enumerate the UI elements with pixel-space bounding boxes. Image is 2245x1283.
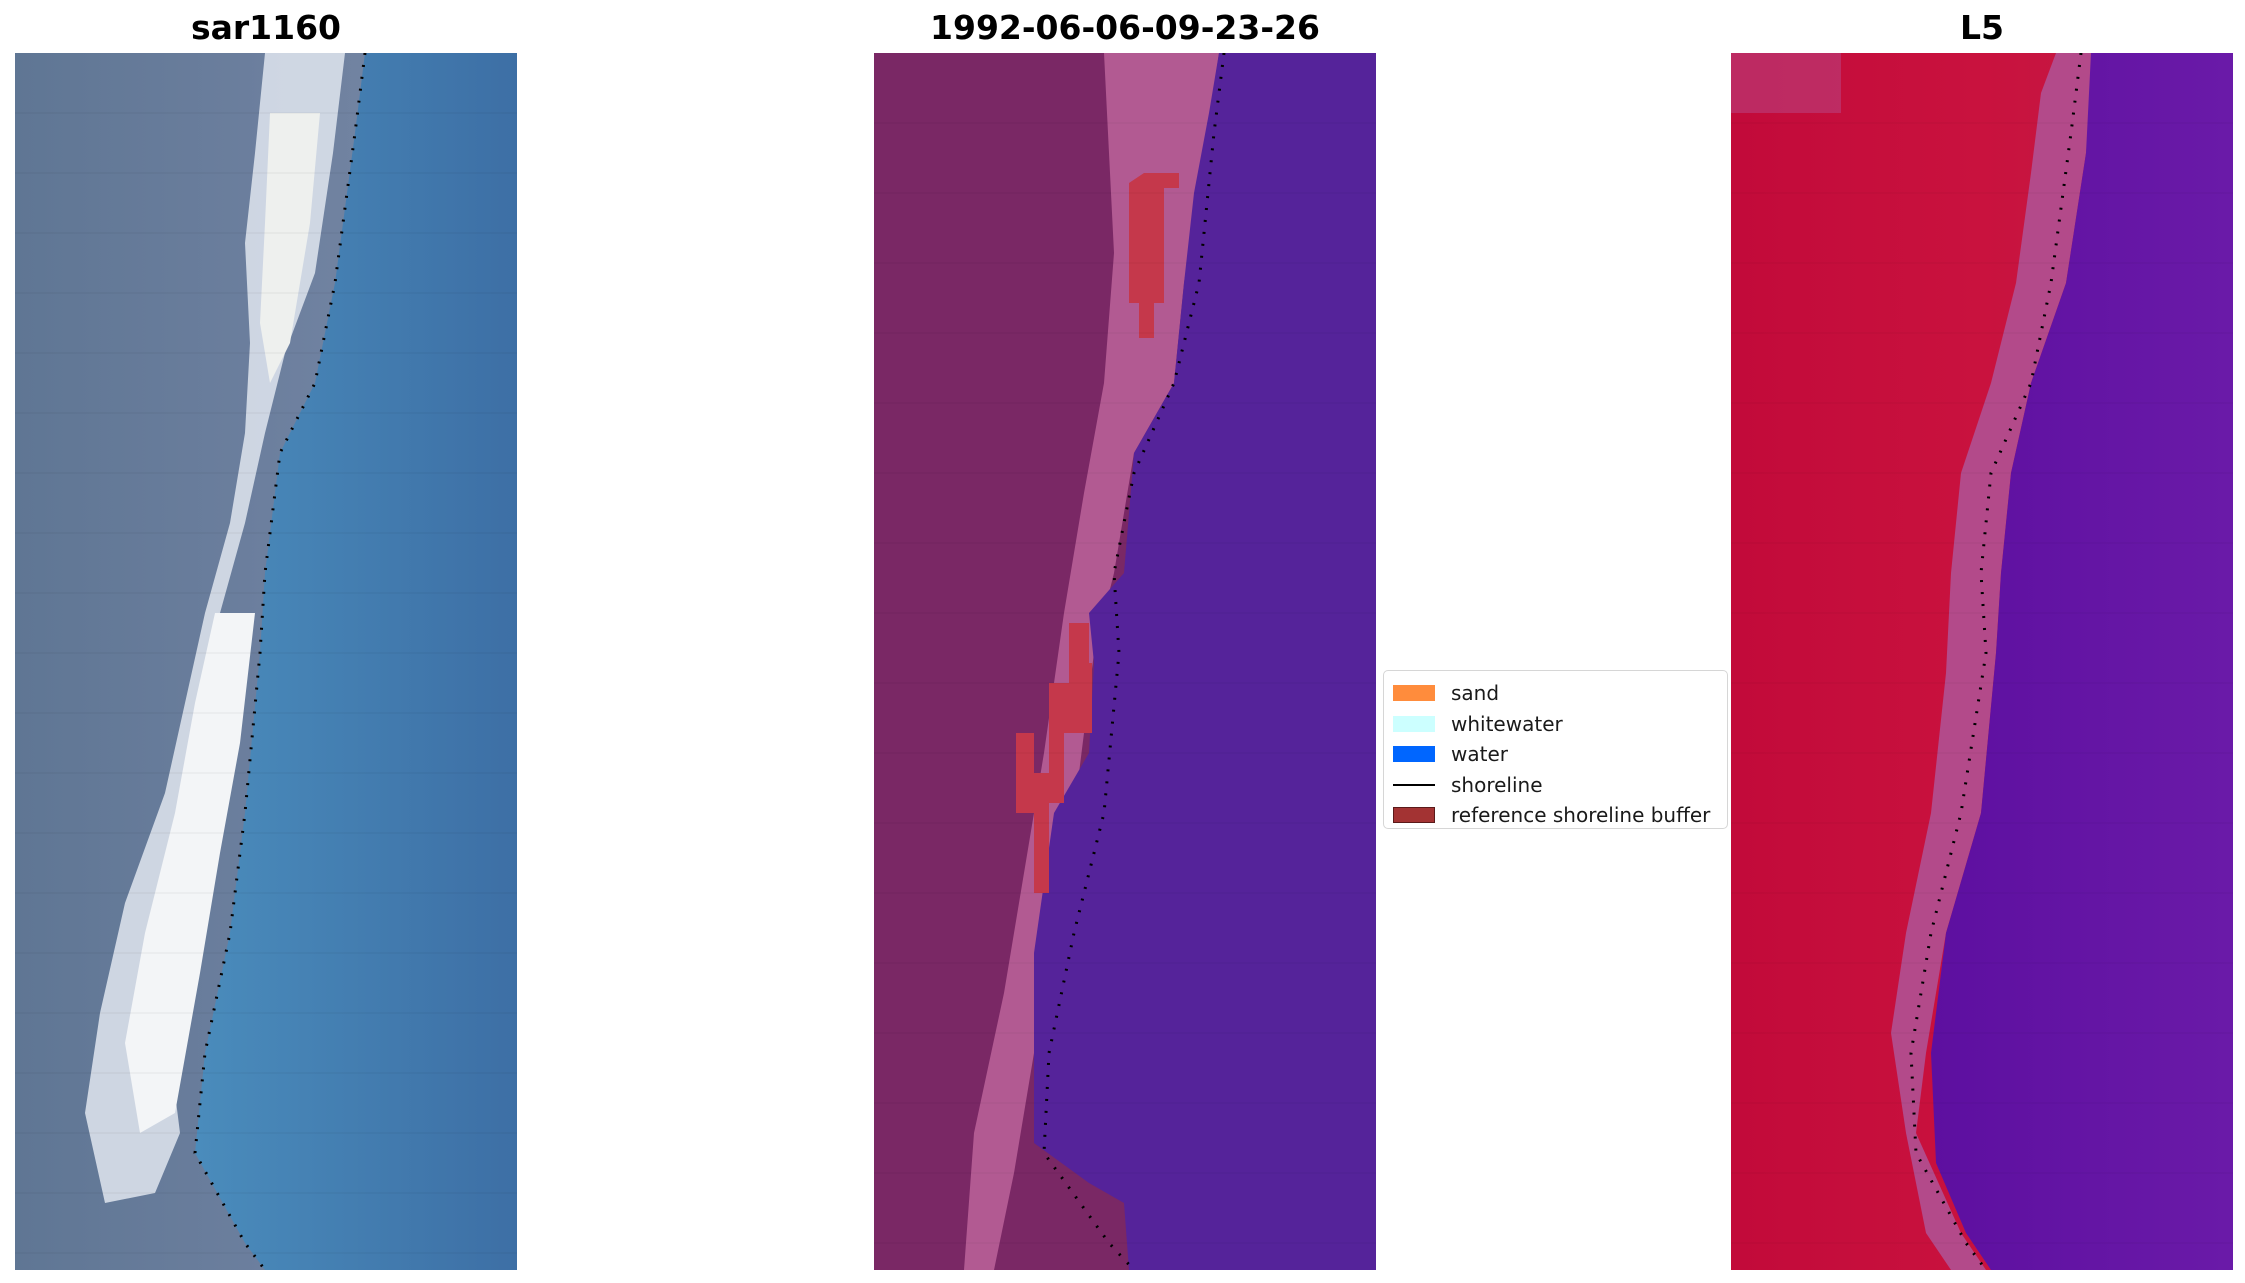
legend: sand whitewater water shoreline referenc… <box>1383 670 1728 829</box>
reference-buffer-swatch <box>1393 807 1435 824</box>
legend-label: water <box>1451 742 1508 767</box>
legend-item-whitewater: whitewater <box>1393 709 1727 740</box>
shoreline-dots <box>1909 53 2083 1270</box>
shoreline-dots <box>193 53 367 1270</box>
water-swatch <box>1393 746 1435 763</box>
panel-title-classified: 1992-06-06-09-23-26 <box>930 8 1320 47</box>
sand-swatch <box>1393 685 1435 702</box>
classified-image <box>874 53 1376 1270</box>
legend-label: sand <box>1451 681 1500 706</box>
index-image-panel <box>1731 53 2233 1270</box>
legend-item-sand: sand <box>1393 678 1727 709</box>
legend-item-shoreline: shoreline <box>1393 770 1727 801</box>
legend-item-water: water <box>1393 739 1727 770</box>
legend-label: reference shoreline buffer <box>1451 803 1711 828</box>
classified-image-panel <box>874 53 1376 1270</box>
index-image <box>1731 53 2233 1270</box>
legend-label: whitewater <box>1451 711 1563 736</box>
panel-title-index: L5 <box>1960 8 2004 47</box>
rgb-satellite-image <box>15 53 517 1270</box>
shoreline-line-swatch <box>1393 783 1435 786</box>
legend-item-reference-buffer: reference shoreline buffer <box>1393 800 1727 831</box>
whitewater-swatch <box>1393 715 1435 732</box>
legend-label: shoreline <box>1451 772 1543 797</box>
panel-title-rgb: sar1160 <box>190 8 342 47</box>
rgb-image-panel <box>15 53 517 1270</box>
